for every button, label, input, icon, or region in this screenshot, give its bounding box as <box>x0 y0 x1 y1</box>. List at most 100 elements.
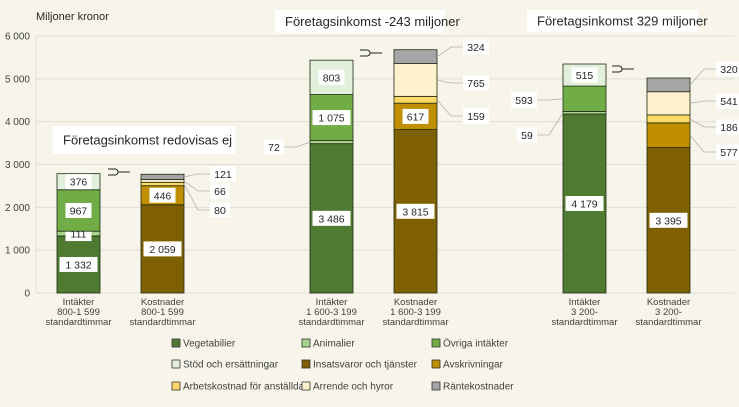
bar-segment <box>140 179 185 183</box>
data-label-box <box>463 39 489 55</box>
data-label-box <box>318 69 345 85</box>
leader-line <box>537 112 564 136</box>
data-label: 446 <box>154 190 172 202</box>
legend-swatch <box>301 338 311 348</box>
data-label-box <box>716 93 739 109</box>
data-label: 59 <box>521 130 533 142</box>
data-label-box <box>143 241 182 257</box>
x-tick-label: Intäkter <box>316 297 348 308</box>
x-tick-label: Intäkter <box>63 297 95 308</box>
legend-swatch <box>171 381 181 391</box>
bar-segment <box>646 114 691 124</box>
bar-segment <box>393 95 438 104</box>
legend-swatch <box>171 359 181 369</box>
data-label-box <box>511 92 537 108</box>
data-label: 803 <box>323 72 341 84</box>
leader-line <box>183 180 210 192</box>
bar-segment <box>393 63 438 97</box>
data-label-box <box>396 203 435 219</box>
leader-line <box>689 118 716 128</box>
data-label: 3 815 <box>402 206 428 218</box>
leader-line <box>436 79 463 84</box>
data-label-box <box>65 174 92 190</box>
leader-line <box>537 98 564 101</box>
leader-line <box>689 134 716 153</box>
leader-line <box>689 100 716 104</box>
y-tick-label: 2 000 <box>5 203 30 214</box>
x-tick-label: 800-1 599 <box>57 307 100 318</box>
bracket-icon <box>360 49 382 57</box>
legend-label: Avskrivningar <box>443 360 504 371</box>
bar-segment <box>646 77 691 93</box>
legend-label: Arbetskostnad för anställda <box>183 382 305 393</box>
leader-line <box>689 68 716 86</box>
legend-label: Insatsvaror och tjänster <box>313 360 418 371</box>
x-tick-label: standardtimmar <box>130 317 196 328</box>
bar-segment <box>646 91 691 116</box>
legend-label: Animalier <box>313 339 355 350</box>
x-tick-label: standardtimmar <box>299 317 365 328</box>
annotation-box <box>527 10 698 32</box>
data-label-box <box>312 110 351 126</box>
legend-swatch <box>301 359 311 369</box>
data-label: 4 179 <box>571 198 597 210</box>
data-label-box <box>264 139 284 155</box>
data-label-box <box>649 212 688 228</box>
data-label-box <box>210 166 236 182</box>
data-label-box <box>716 61 739 77</box>
bar-segment <box>646 122 691 148</box>
bar-segment <box>140 181 185 187</box>
data-label: 186 <box>720 122 738 134</box>
data-label: 617 <box>407 111 425 123</box>
data-label-box <box>210 183 230 199</box>
data-label-box <box>463 75 489 91</box>
y-tick-label: 5 000 <box>5 74 30 85</box>
x-tick-label: Kostnader <box>394 297 437 308</box>
y-axis-title: Miljoner kronor <box>36 11 109 23</box>
y-tick-label: 1 000 <box>5 246 30 257</box>
data-label: 967 <box>70 205 88 217</box>
data-label: 376 <box>70 177 88 189</box>
data-label: 1 075 <box>318 113 344 125</box>
x-tick-label: 3 200- <box>571 307 598 318</box>
legend-label: Stöd och ersättningar <box>183 360 279 371</box>
data-label-box <box>463 108 489 124</box>
annotation-text: Företagsinkomst 329 miljoner <box>537 14 708 29</box>
leader-line <box>436 99 463 117</box>
data-label: 72 <box>268 142 280 154</box>
data-label-box <box>517 127 537 143</box>
legend-label: Arrende och hyror <box>313 382 394 393</box>
data-label-box <box>210 202 230 218</box>
data-label-box <box>59 256 98 272</box>
data-label: 2 059 <box>149 244 175 256</box>
data-label-box <box>65 202 92 218</box>
x-tick-label: 1 600-3 199 <box>390 307 441 318</box>
data-label: 593 <box>515 95 533 107</box>
legend-swatch <box>431 359 441 369</box>
data-label-box <box>565 195 604 211</box>
data-label: 121 <box>214 169 232 181</box>
bar-segment <box>562 85 607 112</box>
leader-line <box>183 173 210 178</box>
data-label: 1 332 <box>65 259 91 271</box>
data-label: 577 <box>720 147 738 159</box>
data-label: 66 <box>214 186 226 198</box>
bar-segment <box>309 140 354 145</box>
annotation-box <box>275 10 445 33</box>
x-tick-label: standardtimmar <box>636 317 702 328</box>
legend-swatch <box>301 381 311 391</box>
data-label-box <box>149 187 176 203</box>
bracket-icon <box>612 65 634 73</box>
data-label: 159 <box>467 111 485 123</box>
legend-swatch <box>171 338 181 348</box>
data-label-box <box>716 144 739 160</box>
data-label: 765 <box>467 78 485 90</box>
x-tick-label: 1 600-3 199 <box>306 307 357 318</box>
data-label-box <box>402 108 429 124</box>
y-tick-label: 6 000 <box>5 32 30 43</box>
y-tick-label: 3 000 <box>5 160 30 171</box>
x-tick-label: standardtimmar <box>383 317 449 328</box>
data-label: 320 <box>720 64 738 76</box>
data-label: 324 <box>467 42 485 54</box>
leader-line <box>183 183 210 211</box>
